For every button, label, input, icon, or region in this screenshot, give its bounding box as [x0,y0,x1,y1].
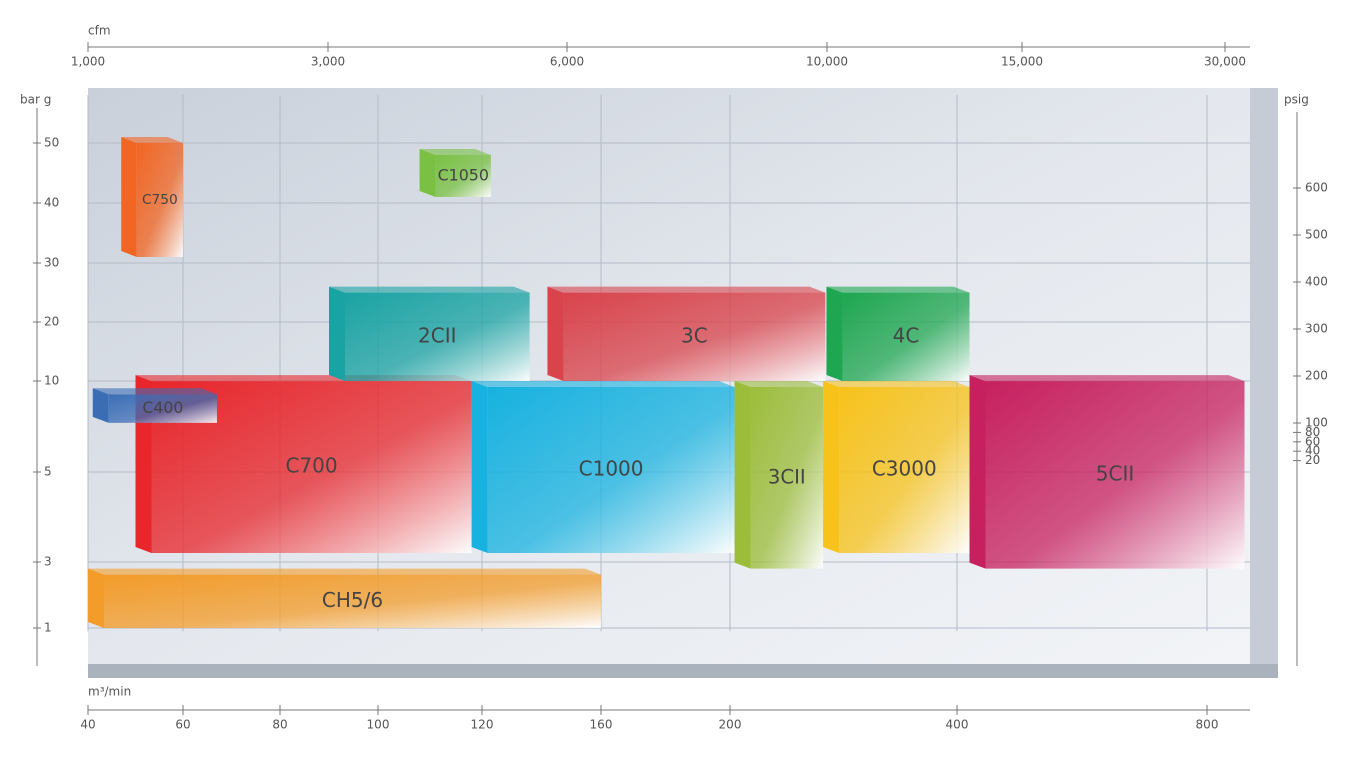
box-side [88,568,104,628]
y-tick-label: 40 [44,196,59,210]
box-side [823,381,840,553]
x2-tick-label: 3,000 [311,55,345,69]
box-label: 3CII [768,465,806,488]
y2-tick-label: 100 [1305,416,1328,430]
range-box [136,143,183,257]
y2-axis-label: psig [1284,93,1309,107]
x2-tick-label: 6,000 [550,55,584,69]
box-side [92,388,109,423]
box-side [547,286,564,381]
y-tick-label: 5 [44,465,52,479]
x-tick-label: 100 [367,718,390,732]
y2-tick-label: 80 [1305,425,1320,439]
range-box [345,292,530,381]
y-tick-label: 1 [44,621,52,635]
box-top [471,381,735,387]
y2-tick-label: 500 [1305,228,1328,242]
x-tick-label: 120 [471,718,494,732]
box-top [419,149,491,155]
box-label: C400 [142,398,183,417]
box-side [969,375,986,569]
x-axis-label: m³/min [88,685,131,699]
box-top [734,381,824,387]
box-side [826,286,843,381]
box-top [92,388,217,395]
y2-tick-label: 600 [1305,181,1328,195]
x-tick-label: 40 [80,718,95,732]
box-side [471,381,488,553]
y2-tick-label: 60 [1305,434,1320,448]
plot-floor [88,664,1278,678]
box-top [823,381,970,387]
x-tick-label: 160 [590,718,613,732]
y2-tick-label: 200 [1305,369,1328,383]
y2-tick-label: 20 [1305,453,1320,467]
x-tick-label: 800 [1196,718,1219,732]
box-side [419,149,436,197]
box-top [547,286,826,293]
y-tick-label: 10 [44,374,59,388]
box-top [88,568,601,575]
y-tick-label: 20 [44,315,59,329]
range-box [842,292,970,381]
range-box [839,387,970,553]
y2-tick-label: 40 [1305,444,1320,458]
y2-tick-label: 300 [1305,322,1328,336]
range-box [750,387,824,569]
x2-tick-label: 10,000 [806,55,848,69]
box-top [121,137,183,143]
x-tick-label: 200 [719,718,742,732]
x2-tick-label: 1,000 [71,55,105,69]
box-label: CH5/6 [322,588,383,612]
box-label: C1000 [579,457,644,481]
x-tick-label: 400 [946,718,969,732]
range-box [435,155,491,197]
box-label: C3000 [872,457,937,481]
box-label: C1050 [438,166,489,185]
y-tick-label: 30 [44,256,59,270]
box-top [329,286,530,293]
y2-tick-label: 400 [1305,275,1328,289]
box-top [969,375,1245,382]
range-box [985,381,1245,569]
range-box [108,394,217,423]
plot-side [1250,88,1278,678]
y-tick-label: 3 [44,555,52,569]
box-side [734,381,751,569]
box-side [329,286,345,381]
box-top [826,286,970,293]
x-tick-label: 80 [272,718,287,732]
x2-tick-label: 30,000 [1204,55,1246,69]
x2-axis-label: cfm [88,24,111,38]
range-box [563,292,826,381]
y-axis-label: bar g [20,93,51,107]
x2-tick-label: 15,000 [1001,55,1043,69]
box-label: 2CII [418,323,457,347]
y-tick-label: 50 [44,136,59,150]
box-side [121,137,137,257]
x-tick-label: 60 [175,718,190,732]
range-box [487,387,735,553]
range-box [104,574,601,628]
box-label: C750 [142,192,178,208]
box-label: 4C [893,323,920,347]
box-label: 3C [681,323,708,347]
box-label: C700 [285,454,337,478]
box-label: 5CII [1096,461,1135,485]
